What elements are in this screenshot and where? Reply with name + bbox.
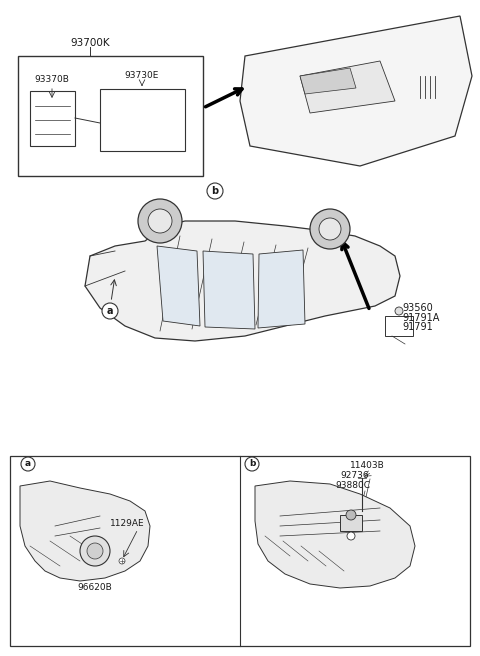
FancyBboxPatch shape [385,316,413,336]
Circle shape [207,183,223,199]
Circle shape [148,209,172,233]
Circle shape [319,218,341,240]
Polygon shape [300,61,395,113]
Circle shape [21,457,35,471]
Polygon shape [157,246,200,326]
Bar [105,130,123,143]
FancyBboxPatch shape [100,89,185,151]
Polygon shape [258,250,305,328]
Circle shape [102,303,118,319]
FancyBboxPatch shape [30,91,75,146]
Polygon shape [20,481,150,581]
Text: 93730E: 93730E [125,72,159,81]
Circle shape [347,532,355,540]
Circle shape [346,510,356,520]
Bar [130,113,148,126]
Circle shape [245,457,259,471]
Polygon shape [85,221,400,341]
Polygon shape [203,251,255,329]
Circle shape [87,543,103,559]
Bar [105,113,123,126]
FancyBboxPatch shape [10,456,470,646]
Text: 93880C: 93880C [335,482,370,491]
Text: b: b [211,186,218,196]
Bar [105,96,123,109]
Text: 1129AE: 1129AE [110,518,145,527]
Text: 96620B: 96620B [78,583,112,592]
Text: 93700K: 93700K [70,38,110,48]
Circle shape [164,128,180,144]
Text: a: a [25,459,31,468]
Bar [130,96,148,109]
Text: 93560: 93560 [402,303,433,313]
Text: 91791: 91791 [402,322,433,332]
Polygon shape [255,481,415,588]
Bar [130,130,148,143]
Text: b: b [249,459,255,468]
Circle shape [80,536,110,566]
Circle shape [310,209,350,249]
Text: a: a [107,306,113,316]
Text: 93370B: 93370B [35,75,70,85]
Circle shape [395,307,403,315]
Circle shape [138,199,182,243]
Circle shape [119,558,125,564]
FancyBboxPatch shape [18,56,203,176]
Text: 91791A: 91791A [402,313,439,323]
Polygon shape [300,68,356,94]
Polygon shape [240,16,472,166]
Text: 11403B: 11403B [350,462,385,470]
Bar [340,515,362,531]
Text: 92736: 92736 [340,472,369,480]
